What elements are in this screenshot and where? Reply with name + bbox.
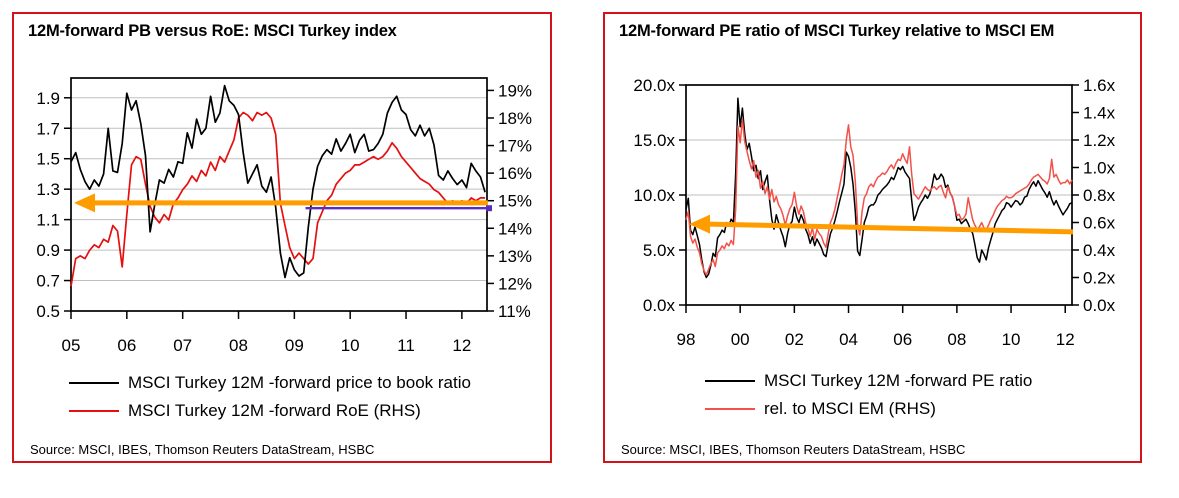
right-axis-label: 19% <box>498 81 532 100</box>
legend-line-swatch <box>705 408 755 410</box>
left-axis-label: 20.0x <box>633 76 675 95</box>
right-axis-label: 1.4x <box>1083 104 1116 123</box>
legend: MSCI Turkey 12M -forward price to book r… <box>69 369 471 425</box>
legend-label: MSCI Turkey 12M -forward PE ratio <box>764 371 1033 390</box>
right-axis-label: 14% <box>498 219 532 238</box>
x-axis-ticks <box>70 311 463 319</box>
series-line-primary <box>685 97 1073 279</box>
right-axis-label: 13% <box>498 247 532 266</box>
legend: MSCI Turkey 12M -forward PE ratio rel. to… <box>705 367 1032 423</box>
x-axis-label: 12 <box>1056 330 1075 349</box>
right-axis-label: 17% <box>498 137 532 156</box>
right-axis-ticks <box>1072 84 1079 306</box>
left-axis-label: 0.5 <box>36 302 60 321</box>
x-axis-label: 06 <box>117 336 136 355</box>
legend-label: MSCI Turkey 12M -forward RoE (RHS) <box>128 401 421 420</box>
x-axis-label: 98 <box>677 330 696 349</box>
x-axis-label: 05 <box>62 336 81 355</box>
left-axis-ticks <box>64 97 71 312</box>
gridlines <box>686 139 1072 251</box>
trend-arrow-head <box>74 193 95 213</box>
x-axis-label: 07 <box>173 336 192 355</box>
legend-item: MSCI Turkey 12M -forward PE ratio <box>705 367 1032 395</box>
x-axis-label: 11 <box>397 336 415 355</box>
plot-frame <box>70 77 488 312</box>
legend-item: MSCI Turkey 12M -forward price to book r… <box>69 369 471 397</box>
right-axis-label: 12% <box>498 274 532 293</box>
x-axis-label: 10 <box>1002 330 1021 349</box>
right-axis-label: 0.4x <box>1083 241 1116 260</box>
x-axis-label: 08 <box>229 336 248 355</box>
left-axis-label: 1.7 <box>36 119 60 138</box>
right-axis-label: 0.6x <box>1083 214 1116 233</box>
legend-line-swatch <box>69 410 119 412</box>
left-axis-label: 0.7 <box>36 272 60 291</box>
legend-label: MSCI Turkey 12M -forward price to book r… <box>128 373 471 392</box>
series-line-secondary <box>685 118 1073 276</box>
left-axis-label: 5.0x <box>643 241 676 260</box>
left-axis-label: 10.0x <box>633 186 675 205</box>
series-line-primary <box>70 84 486 279</box>
trend-arrow-head <box>689 214 710 234</box>
right-axis-label: 0.0x <box>1083 296 1116 315</box>
source-note: Source: MSCI, IBES, Thomson Reuters Data… <box>30 442 375 457</box>
pb-roe-plot: 1.9 1.7 1.5 1.3 1.1 0.9 0.7 0.5 19% 18% 17% 16% 15% 1… <box>36 77 532 355</box>
legend-line-swatch <box>69 382 119 384</box>
right-axis-label: 11% <box>498 302 531 321</box>
x-axis-label: 00 <box>731 330 750 349</box>
legend-item: MSCI Turkey 12M -forward RoE (RHS) <box>69 397 471 425</box>
purple-line-end-cap <box>486 205 492 212</box>
left-axis-label: 1.9 <box>36 89 60 108</box>
right-axis-ticks <box>487 89 494 312</box>
left-axis-label: 15.0x <box>633 131 675 150</box>
right-axis-label: 1.0x <box>1083 159 1116 178</box>
left-axis-label: 1.3 <box>36 180 60 199</box>
legend-label: rel. to MSCI EM (RHS) <box>764 399 936 418</box>
right-axis-label: 15% <box>498 192 532 211</box>
right-axis-label: 18% <box>498 109 532 128</box>
right-axis-label: 1.6x <box>1083 76 1116 95</box>
series-line-secondary <box>70 111 486 287</box>
source-note: Source: MSCI, IBES, Thomson Reuters Data… <box>621 442 966 457</box>
x-axis-ticks <box>685 305 1066 313</box>
legend-line-swatch <box>705 380 755 382</box>
x-axis-label: 10 <box>341 336 360 355</box>
left-axis-ticks <box>679 84 686 306</box>
left-axis-label: 1.1 <box>36 211 60 230</box>
x-axis-label: 08 <box>947 330 966 349</box>
pe-relative-plot: 20.0x 15.0x 10.0x 5.0x 0.0x 1.6x 1.4x 1.2x 1.0x 0… <box>633 76 1116 349</box>
chart-panel-pb-vs-roe: 12M-forward PB versus RoE: MSCI Turkey i… <box>12 12 552 463</box>
x-axis-label: 09 <box>285 336 304 355</box>
left-axis-label: 0.9 <box>36 241 60 260</box>
right-axis-label: 0.2x <box>1083 269 1116 288</box>
chart-panel-pe-relative: 12M-forward PE ratio of MSCI Turkey rela… <box>603 12 1142 463</box>
x-axis-label: 02 <box>785 330 804 349</box>
right-axis-label: 16% <box>498 164 532 183</box>
left-axis-label: 0.0x <box>643 296 676 315</box>
right-axis-label: 1.2x <box>1083 131 1116 150</box>
left-axis-label: 1.5 <box>36 150 60 169</box>
chart-title: 12M-forward PB versus RoE: MSCI Turkey i… <box>28 22 397 40</box>
x-axis-label: 04 <box>839 330 858 349</box>
trend-arrow-shaft <box>707 221 1074 235</box>
legend-item: rel. to MSCI EM (RHS) <box>705 395 1032 423</box>
x-axis-label: 12 <box>452 336 471 355</box>
x-axis-label: 06 <box>893 330 912 349</box>
chart-title: 12M-forward PE ratio of MSCI Turkey rela… <box>619 22 1055 40</box>
right-axis-label: 0.8x <box>1083 186 1116 205</box>
